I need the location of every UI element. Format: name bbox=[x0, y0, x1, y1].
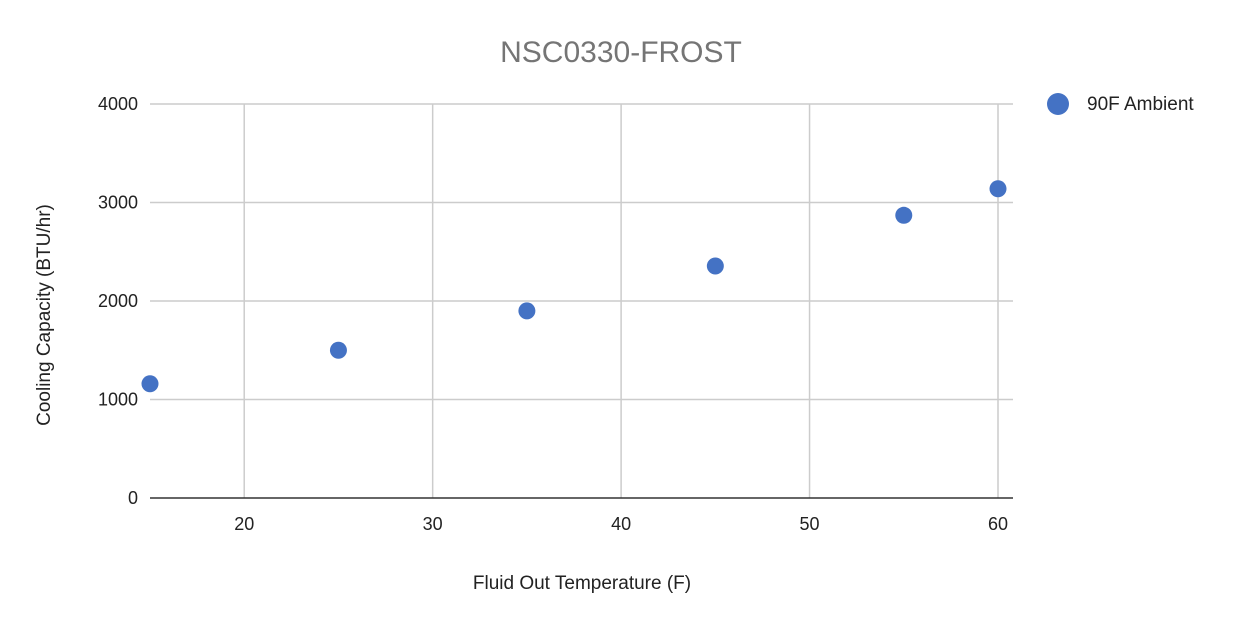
x-tick-label-4: 60 bbox=[988, 514, 1008, 534]
y-tick-label-3: 3000 bbox=[98, 193, 138, 213]
grid bbox=[150, 103, 1013, 498]
x-tick-label-3: 50 bbox=[800, 514, 820, 534]
y-tick-labels: 0 1000 2000 3000 4000 bbox=[98, 94, 138, 508]
y-axis-label: Cooling Capacity (BTU/hr) bbox=[34, 204, 55, 426]
x-tick-label-2: 40 bbox=[611, 514, 631, 534]
x-tick-label-1: 30 bbox=[423, 514, 443, 534]
data-point-0-0 bbox=[141, 375, 159, 393]
data-point-0-2 bbox=[518, 302, 536, 320]
data-point-0-5 bbox=[989, 180, 1007, 198]
y-tick-label-4: 4000 bbox=[98, 94, 138, 114]
y-tick-label-2: 2000 bbox=[98, 291, 138, 311]
y-tick-label-0: 0 bbox=[128, 488, 138, 508]
legend: 90F Ambient bbox=[1047, 93, 1194, 115]
data-point-0-1 bbox=[329, 341, 347, 359]
data-point-0-4 bbox=[895, 206, 913, 224]
x-tick-label-0: 20 bbox=[234, 514, 254, 534]
legend-label-90f-ambient: 90F Ambient bbox=[1087, 94, 1194, 115]
x-tick-labels: 20 30 40 50 60 bbox=[234, 514, 1008, 534]
x-axis-label: Fluid Out Temperature (F) bbox=[473, 573, 691, 594]
data-point-0-3 bbox=[706, 257, 724, 275]
y-tick-label-1: 1000 bbox=[98, 390, 138, 410]
chart-title: NSC0330-FROST bbox=[500, 36, 742, 69]
data-points bbox=[141, 180, 1007, 393]
legend-marker-90f-ambient bbox=[1047, 93, 1069, 115]
